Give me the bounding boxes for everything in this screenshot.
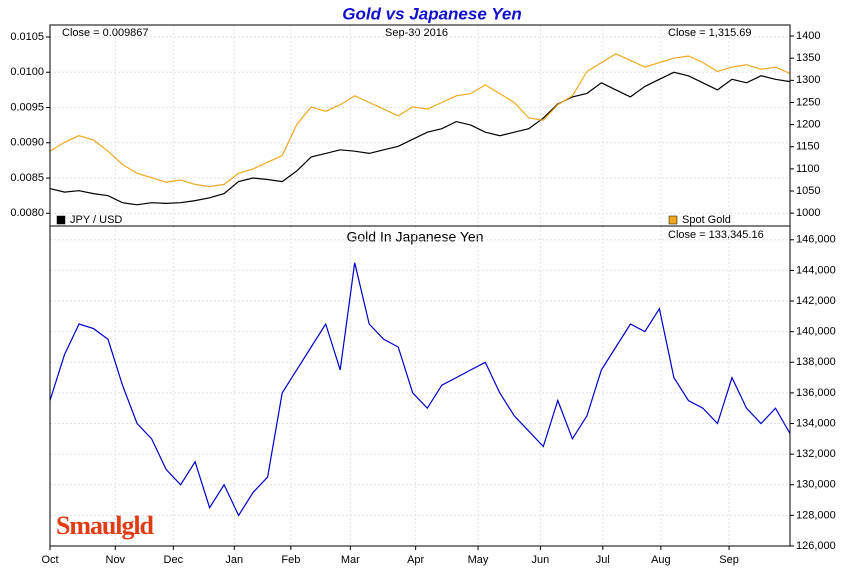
y-tick-label: 138,000 xyxy=(796,356,836,368)
y2-tick-label: 1100 xyxy=(796,163,820,175)
x-tick-label: Feb xyxy=(281,554,300,566)
y2-tick-label: 1250 xyxy=(796,96,820,108)
annotation: Close = 1,315.69 xyxy=(668,27,751,39)
y-tick-label: 142,000 xyxy=(796,295,836,307)
y-tick-label: 0.0100 xyxy=(10,66,44,78)
x-tick-label: Jan xyxy=(225,554,243,566)
y-tick-label: 0.0105 xyxy=(10,31,44,43)
y2-tick-label: 1150 xyxy=(796,141,820,153)
annotation: Close = 0.009867 xyxy=(62,27,149,39)
y2-tick-label: 1000 xyxy=(796,207,820,219)
x-tick-label: Jun xyxy=(532,554,550,566)
y-tick-label: 126,000 xyxy=(796,540,836,552)
y-tick-label: 130,000 xyxy=(796,479,836,491)
legend-swatch xyxy=(56,215,66,225)
panel-title: Gold In Japanese Yen xyxy=(346,229,483,245)
y-tick-label: 132,000 xyxy=(796,448,836,460)
chart-title: Gold vs Japanese Yen xyxy=(342,4,522,23)
y2-tick-label: 1300 xyxy=(796,74,820,86)
x-tick-label: Oct xyxy=(41,554,58,566)
y-tick-label: 146,000 xyxy=(796,234,836,246)
y2-tick-label: 1200 xyxy=(796,119,820,131)
plot-frame xyxy=(49,225,791,547)
x-tick-label: May xyxy=(468,554,489,566)
plot-frame xyxy=(49,24,791,227)
series-line xyxy=(49,71,791,206)
annotation: Sep-30 2016 xyxy=(385,27,448,39)
legend-swatch xyxy=(668,215,678,225)
x-tick-label: Dec xyxy=(164,554,184,566)
y-tick-label: 0.0095 xyxy=(10,101,44,113)
y2-tick-label: 1050 xyxy=(796,185,820,197)
y-tick-label: 128,000 xyxy=(796,509,836,521)
x-tick-label: Mar xyxy=(341,554,360,566)
y-tick-label: 0.0090 xyxy=(10,137,44,149)
legend-label: Spot Gold xyxy=(682,214,731,226)
x-tick-label: Nov xyxy=(106,554,126,566)
y-tick-label: 0.0080 xyxy=(10,207,44,219)
series-line xyxy=(49,262,791,517)
annotation: Close = 133,345.16 xyxy=(668,229,764,241)
y-tick-label: 0.0085 xyxy=(10,172,44,184)
y2-tick-label: 1400 xyxy=(796,30,820,42)
y-tick-label: 136,000 xyxy=(796,387,836,399)
y2-tick-label: 1350 xyxy=(796,52,820,64)
y-tick-label: 134,000 xyxy=(796,417,836,429)
x-tick-label: Aug xyxy=(651,554,671,566)
legend-label: JPY / USD xyxy=(70,214,122,226)
x-tick-label: Sep xyxy=(719,554,739,566)
y-tick-label: 144,000 xyxy=(796,264,836,276)
x-tick-label: Apr xyxy=(407,554,424,566)
series-line xyxy=(49,53,791,188)
y-tick-label: 140,000 xyxy=(796,326,836,338)
x-tick-label: Jul xyxy=(596,554,610,566)
